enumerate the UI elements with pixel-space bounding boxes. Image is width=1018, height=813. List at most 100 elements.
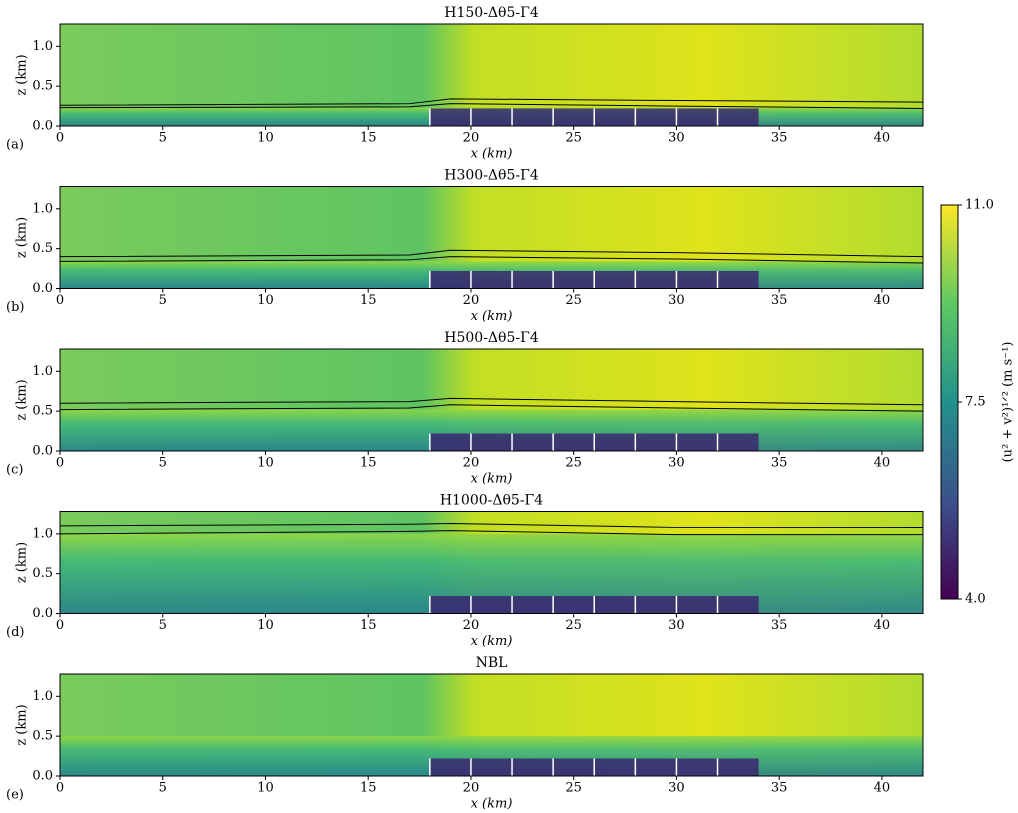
colorbar-tick-label: 4.0 [965,592,986,607]
wake-region [553,595,595,614]
x-tick-label: 5 [159,456,167,471]
x-tick-label: 25 [565,618,582,633]
x-tick-label: 30 [668,781,685,796]
colorbar [940,204,959,600]
y-tick-label: 1.0 [32,201,53,216]
wake-region [594,108,636,126]
y-tick-label: 0.5 [32,79,53,94]
x-tick-label: 5 [159,293,167,308]
axes-frame [59,348,924,452]
x-tick-label: 35 [771,293,788,308]
x-tick-label: 5 [159,781,167,796]
x-tick-label: 20 [463,131,480,146]
wake-region [717,433,759,451]
wake-region [717,108,759,126]
wake-region [553,758,595,776]
x-tick-label: 25 [565,781,582,796]
contour-line [59,397,924,406]
x-tick-label: 15 [360,618,377,633]
y-axis-label: z (km) [15,542,30,583]
axes-frame [59,186,924,289]
colorbar-tick-label: 7.5 [965,395,986,410]
x-tick-label: 35 [771,781,788,796]
wake-region [553,108,595,126]
wake-region [676,758,718,776]
y-tick-label: 1.0 [32,39,53,54]
wake-region [594,270,636,289]
x-axis-label: x (km) [471,147,513,162]
wake-region [676,595,718,614]
x-tick-label: 35 [771,618,788,633]
panel-title: H1000-Δθ5-Γ4 [440,493,543,509]
wake-region [429,433,471,451]
x-tick-label: 0 [56,293,64,308]
y-axis-label: z (km) [15,217,30,258]
x-tick-label: 10 [257,456,274,471]
contour-line [59,103,924,109]
wake-region [512,433,554,451]
colorbar-label: (u² + v²)¹ᐟ² (m s⁻¹) [1001,342,1016,463]
wake-region [470,108,513,126]
wake-region [553,433,595,451]
y-tick-label: 0.5 [32,729,53,744]
x-tick-label: 15 [360,131,377,146]
wake-region [429,758,471,776]
contour-line [59,98,924,106]
x-tick-label: 5 [159,618,167,633]
axes-frame [59,23,924,127]
y-tick-label: 0.5 [32,404,53,419]
wake-region [594,758,636,776]
axes-frame [59,673,924,777]
panel-label: (b) [6,300,24,315]
y-tick-label: 1.0 [32,526,53,541]
x-tick-label: 0 [56,618,64,633]
y-tick-label: 0.0 [32,444,53,459]
wake-region [635,433,677,451]
y-tick-label: 0.0 [32,281,53,296]
panel-label: (c) [6,463,23,478]
x-tick-label: 30 [668,293,685,308]
y-tick-label: 0.5 [32,241,53,256]
x-tick-label: 40 [874,293,891,308]
panel-label: (a) [6,138,24,153]
wake-region [717,270,759,289]
x-tick-label: 20 [463,618,480,633]
x-tick-label: 25 [565,456,582,471]
x-tick-label: 15 [360,456,377,471]
y-axis-label: z (km) [15,379,30,420]
wake-region [512,270,554,289]
wake-region [470,270,513,289]
x-tick-label: 20 [463,456,480,471]
wake-region [470,433,513,451]
y-tick-label: 1.0 [32,364,53,379]
x-tick-label: 30 [668,456,685,471]
y-tick-label: 1.0 [32,689,53,704]
contour-line [59,256,924,264]
contour-line [59,522,923,528]
axes-frame [59,511,924,614]
colorbar-tick-label: 11.0 [965,198,994,213]
x-tick-label: 30 [668,131,685,146]
x-tick-label: 15 [360,781,377,796]
y-tick-label: 0.0 [32,606,53,621]
wake-region [470,758,513,776]
wake-region [717,758,759,776]
x-tick-label: 25 [565,293,582,308]
x-axis-label: x (km) [471,472,513,487]
x-tick-label: 40 [874,781,891,796]
x-axis-label: x (km) [471,797,513,812]
wake-region [429,595,471,614]
x-tick-label: 35 [771,456,788,471]
y-tick-label: 0.0 [32,119,53,134]
x-tick-label: 10 [257,131,274,146]
x-tick-label: 35 [771,131,788,146]
panel-title: NBL [476,655,508,671]
x-tick-label: 10 [257,293,274,308]
panel-label: (e) [6,788,24,803]
y-axis-label: z (km) [15,704,30,745]
contour-line [59,404,924,412]
wake-region [594,595,636,614]
x-tick-label: 40 [874,456,891,471]
x-axis-label: x (km) [471,634,513,649]
